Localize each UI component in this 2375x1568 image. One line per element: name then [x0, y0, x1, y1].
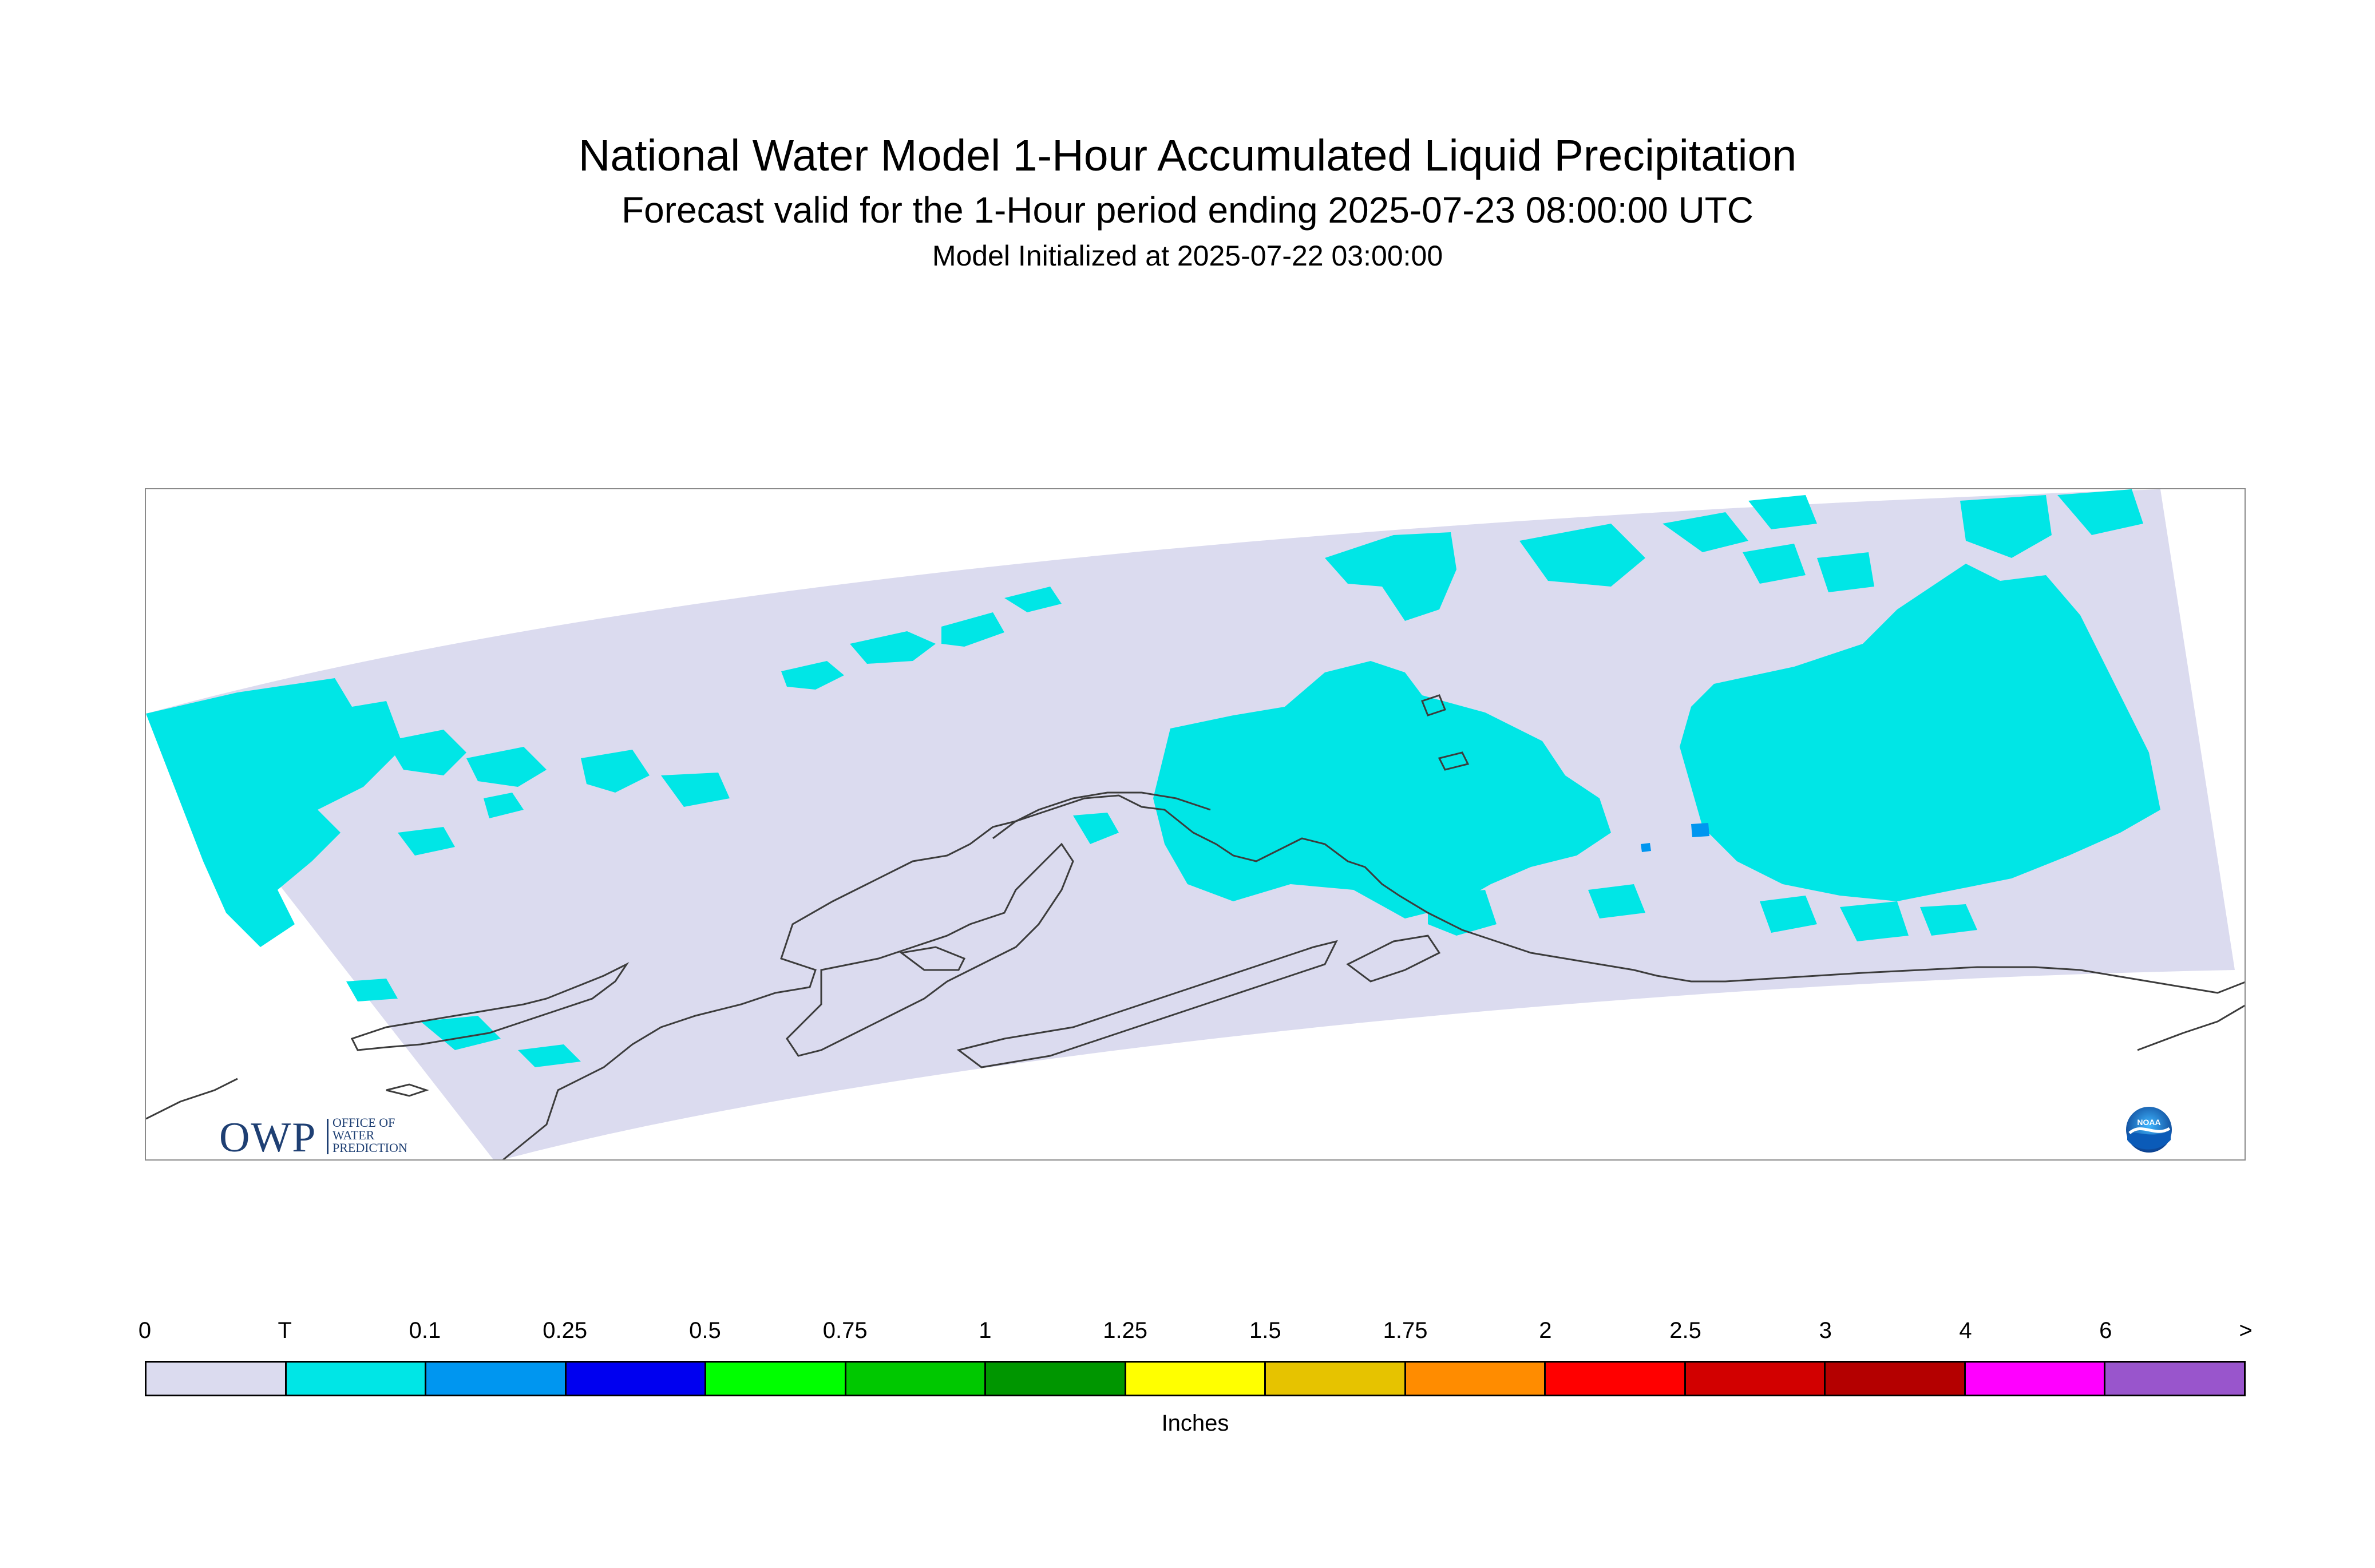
coastlines	[146, 694, 2245, 1159]
legend-units-label: Inches	[1161, 1411, 1229, 1436]
legend-swatch-5	[706, 1363, 846, 1395]
legend-swatch-10	[1406, 1363, 1546, 1395]
legend-tick-label: 0.5	[689, 1318, 721, 1343]
precip-area-north-12	[1817, 552, 1874, 592]
map-subtitle: Forecast valid for the 1-Hour period end…	[621, 189, 1754, 231]
legend-swatch-12	[1685, 1363, 1826, 1395]
legend-swatch-13	[1826, 1363, 1966, 1395]
precip-area-west-scatter-6	[661, 773, 730, 807]
coastline-north	[992, 791, 1211, 840]
legend-tick-label: 3	[1819, 1318, 1832, 1343]
legend-tick-label: 2	[1539, 1318, 1552, 1343]
title-block: National Water Model 1-Hour Accumulated …	[0, 0, 2375, 275]
precip-area-north-4	[1004, 587, 1062, 612]
model-init-line: Model Initialized at 2025-07-22 03:00:00	[932, 240, 1443, 272]
precip-area-north-6	[1519, 524, 1645, 587]
noaa-logo: NOAA	[2126, 1107, 2172, 1153]
precip-area-west-scatter-2	[466, 747, 547, 787]
legend-swatch-2	[286, 1363, 427, 1395]
noaa-logo-text: NOAA	[2137, 1118, 2160, 1127]
legend-swatch-7	[986, 1363, 1126, 1395]
precip-area-central	[1153, 661, 1611, 918]
owp-logo-text-3: PREDICTION	[332, 1141, 407, 1155]
precip-area-east-scatter-1	[1760, 896, 1817, 933]
precip-area-southwest-1	[346, 979, 398, 1001]
owp-logo-letters: OWP	[219, 1114, 317, 1161]
precip-cell-1	[1691, 823, 1709, 837]
precip-area-east-scatter-2	[1840, 901, 1909, 941]
precip-area-north-5	[1325, 532, 1456, 621]
coastline-southwest-small	[386, 1083, 429, 1097]
coastline-islands-1	[956, 940, 1338, 1068]
legend-swatch-14	[1965, 1363, 2106, 1395]
legend-colorbar	[145, 1361, 2246, 1396]
precip-area-east	[1680, 564, 2160, 901]
legend-tick-label: T	[278, 1318, 292, 1343]
precip-area-east-scatter-3	[1920, 904, 1977, 936]
lake-iliamna	[899, 946, 966, 971]
legend-swatch-8	[1126, 1363, 1266, 1395]
legend-tick-label: 0.75	[822, 1318, 868, 1343]
owp-logo-divider	[327, 1119, 328, 1154]
precip-area-north-2	[850, 631, 936, 664]
precip-area-north-9	[1960, 495, 2052, 558]
precip-area-central-west	[1073, 813, 1119, 844]
precip-area-east-scatter-4	[1588, 884, 1645, 918]
precip-area-north-11	[1743, 544, 1806, 584]
precip-area-north-7	[1662, 512, 1748, 552]
legend-swatch-1	[147, 1363, 287, 1395]
legend-swatch-3	[426, 1363, 567, 1395]
coastline-peninsula	[786, 842, 1074, 1057]
legend-tick-label: 4	[1959, 1318, 1972, 1343]
precip-area-north-8	[1748, 495, 1817, 529]
precip-area-west-scatter-4	[398, 827, 455, 856]
legend-tick-label: >	[2239, 1318, 2253, 1343]
legend-tick-label: 1.5	[1249, 1318, 1281, 1343]
precip-area-north-1	[781, 661, 844, 690]
precip-area-west-scatter-1	[386, 730, 466, 775]
precip-legend: 0 T 0.1 0.25 0.5 0.75 1 1.25 1.5 1.75 2 2.5 3 4 6 > Inc…	[138, 1316, 2253, 1448]
precip-area-southwest-2	[421, 1016, 501, 1050]
legend-tick-label: 0.1	[409, 1318, 441, 1343]
legend-tick-label: 0.25	[543, 1318, 588, 1343]
lake-2	[1438, 751, 1470, 771]
legend-swatch-11	[1546, 1363, 1686, 1395]
coastline-left-edge	[146, 1078, 238, 1120]
owp-logo-text-1: OFFICE OF	[332, 1115, 395, 1130]
legend-tick-label: 2.5	[1669, 1318, 1701, 1343]
precip-area-west	[146, 678, 403, 947]
precip-area-southwest-3	[518, 1044, 581, 1067]
legend-tick-label: 1.75	[1383, 1318, 1428, 1343]
legend-swatch-4	[566, 1363, 707, 1395]
legend-swatch-6	[846, 1363, 987, 1395]
legend-tick-label: 0	[138, 1318, 152, 1343]
precip-area-north-10	[2057, 489, 2143, 535]
owp-logo: OWP OFFICE OF WATER PREDICTION	[219, 1112, 471, 1163]
coastline-right-edge	[2137, 1004, 2245, 1051]
precip-area-north-3	[941, 612, 1004, 647]
coastline-kodiak	[1346, 935, 1441, 983]
coastline-southwest	[350, 962, 630, 1051]
precip-area-west-scatter-5	[484, 793, 524, 818]
precip-map	[146, 489, 2245, 1159]
coastline-main	[502, 794, 2245, 1159]
precip-area-west-scatter-3	[581, 750, 650, 793]
trace-precip-areas	[146, 489, 2160, 1067]
legend-swatch-9	[1266, 1363, 1406, 1395]
legend-tick-label: 1	[979, 1318, 992, 1343]
legend-tick-label: 1.25	[1103, 1318, 1148, 1343]
legend-swatch-15	[2105, 1363, 2244, 1395]
legend-tick-label: 6	[2099, 1318, 2112, 1343]
map-frame	[145, 488, 2246, 1161]
precip-cell-2	[1641, 843, 1651, 852]
lake-1	[1421, 694, 1446, 716]
map-title: National Water Model 1-Hour Accumulated …	[578, 131, 1797, 180]
precip-area-central-bay	[1428, 890, 1497, 936]
owp-logo-text-2: WATER	[332, 1128, 375, 1142]
light-precip-cells	[1641, 823, 1709, 852]
